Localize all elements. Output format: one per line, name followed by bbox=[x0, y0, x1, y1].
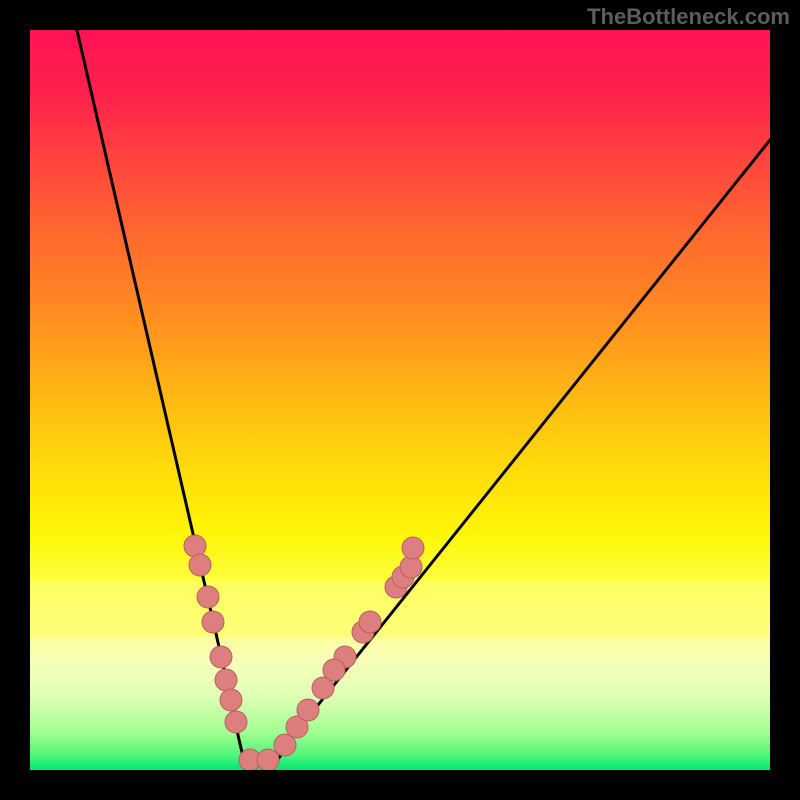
bottleneck-curve-chart bbox=[0, 0, 800, 800]
data-point bbox=[197, 586, 219, 608]
data-point bbox=[184, 535, 206, 557]
data-point bbox=[257, 749, 279, 771]
data-point bbox=[225, 711, 247, 733]
gradient-background bbox=[30, 30, 770, 770]
data-point bbox=[323, 659, 345, 681]
data-point bbox=[359, 611, 381, 633]
chart-container: TheBottleneck.com bbox=[0, 0, 800, 800]
data-point bbox=[402, 537, 424, 559]
data-point bbox=[297, 699, 319, 721]
data-point bbox=[220, 689, 242, 711]
data-point bbox=[202, 611, 224, 633]
watermark-text: TheBottleneck.com bbox=[587, 4, 790, 30]
data-point bbox=[189, 554, 211, 576]
data-point bbox=[210, 646, 232, 668]
data-point bbox=[215, 669, 237, 691]
